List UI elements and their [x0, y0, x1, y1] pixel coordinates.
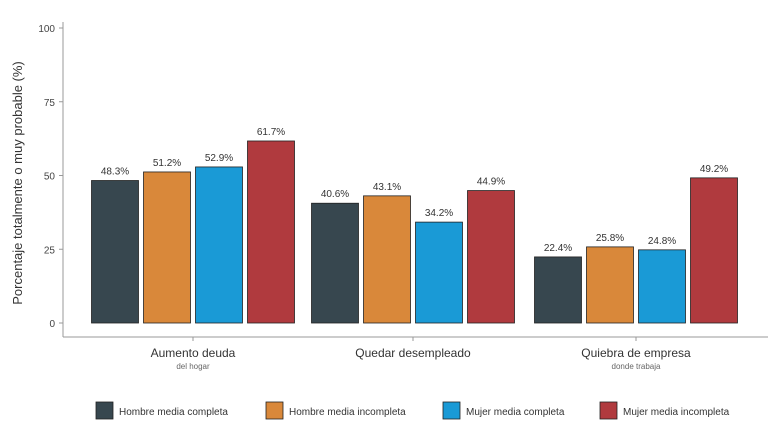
data-label: 22.4% [544, 243, 572, 254]
y-axis-label: Porcentaje totalmente o muy probable (%) [10, 61, 25, 305]
x-tick-sublabel: del hogar [176, 362, 210, 371]
legend-label: Hombre media incompleta [289, 407, 406, 418]
data-label: 49.2% [700, 164, 728, 175]
bar [586, 246, 634, 324]
y-tick-label: 75 [44, 98, 56, 109]
x-tick-sublabel: donde trabaja [612, 362, 661, 371]
legend-label: Hombre media completa [119, 407, 228, 418]
bars [91, 140, 738, 324]
bar [247, 140, 295, 324]
data-label: 43.1% [373, 182, 401, 193]
x-tick-label: Quedar desempleado [355, 346, 471, 360]
x-tick-label: Aumento deuda [151, 346, 236, 360]
legend: Hombre media completa Hombre media incomp… [95, 401, 730, 420]
data-label: 25.8% [596, 233, 624, 244]
data-label: 44.9% [477, 177, 505, 188]
data-label: 34.2% [425, 208, 453, 219]
y-tick-label: 100 [38, 24, 55, 35]
legend-swatch [265, 401, 284, 420]
y-tick-label: 25 [44, 245, 56, 256]
data-label: 61.7% [257, 127, 285, 138]
bar [363, 195, 411, 324]
bar [91, 180, 139, 324]
bar [415, 221, 463, 324]
bar [638, 249, 686, 324]
data-label: 52.9% [205, 153, 233, 164]
x-tick-label: Quiebra de empresa [581, 346, 691, 360]
bar [534, 256, 582, 324]
legend-swatch [442, 401, 461, 420]
bar [311, 202, 359, 324]
legend-label: Mujer media incompleta [623, 407, 730, 418]
y-tick-label: 0 [49, 319, 55, 330]
data-label: 40.6% [321, 189, 349, 200]
bar [690, 177, 738, 324]
legend-swatch [599, 401, 618, 420]
legend-swatch [95, 401, 114, 420]
data-labels: 48.3% 51.2% 52.9% 61.7% 40.6% 43.1% 34.2% 44.9%… [101, 127, 728, 254]
axes: 0 25 50 75 100 Aumento deuda del hogar Quedar d… [38, 22, 768, 371]
y-tick-label: 50 [44, 172, 56, 183]
data-label: 51.2% [153, 158, 181, 169]
bar [467, 190, 515, 324]
data-label: 24.8% [648, 236, 676, 247]
data-label: 48.3% [101, 167, 129, 178]
bar [195, 166, 243, 324]
legend-label: Mujer media completa [466, 407, 565, 418]
bar [143, 171, 191, 324]
